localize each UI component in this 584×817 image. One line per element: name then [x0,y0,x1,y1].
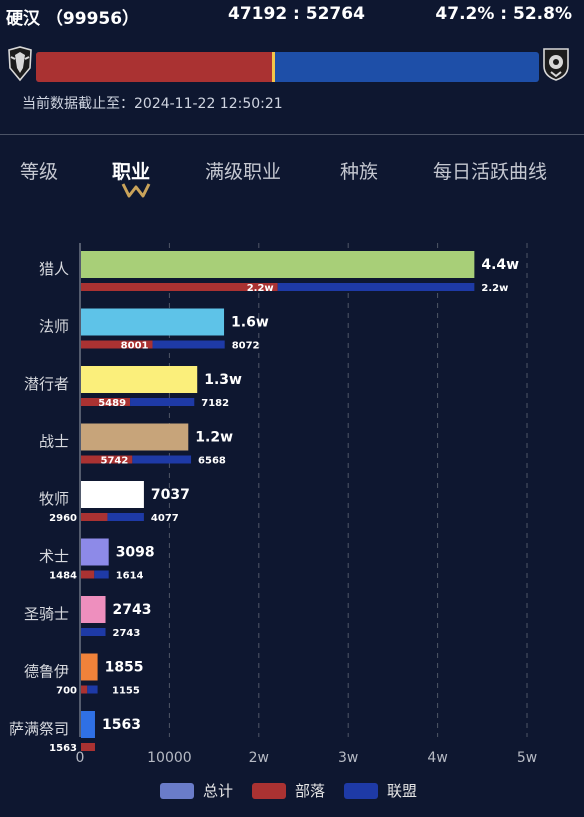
alliance-bar [81,628,106,636]
x-tick-label: 3w [338,750,358,766]
alliance-value-label: 2.2w [481,283,508,294]
horde-share-fill [36,52,273,82]
alliance-value-label: 1614 [116,571,144,582]
legend-label-alliance[interactable]: 联盟 [387,782,418,800]
data-cutoff-timestamp: 当前数据截止至：2024-11-22 12:50:21 [22,96,283,112]
category-label: 潜行者 [24,375,69,393]
total-bar [81,481,144,508]
category-label: 圣骑士 [24,605,69,623]
legend-swatch-horde[interactable] [252,783,286,799]
alliance-bar [132,455,192,464]
category-label: 术士 [39,548,69,566]
total-bar [81,308,225,336]
tab-daily-active-curve[interactable]: 每日活跃曲线 [433,161,548,183]
total-bar [81,423,189,451]
horde-value-label: 1484 [49,571,77,582]
category-label: 牧师 [39,490,69,508]
x-tick-label: 4w [427,750,447,766]
total-value-label: 4.4w [481,257,519,273]
total-bar [81,251,475,278]
server-name: 硬汉 （99956） [6,9,140,29]
alliance-lion-icon [543,48,569,81]
horde-value-label: 8001 [121,341,149,352]
x-tick-label: 2w [249,750,269,766]
alliance-value-label: 2743 [113,628,141,639]
ratio-divider [272,52,275,82]
category-label: 战士 [39,433,69,451]
horde-bar [81,455,133,464]
x-tick-label: 10000 [147,750,192,766]
total-bar [81,366,198,393]
alliance-value-label: 8072 [232,341,260,352]
legend-label-total[interactable]: 总计 [203,782,234,800]
total-bar [81,538,109,566]
total-value-label: 1563 [102,717,141,733]
x-tick-label: 0 [76,750,85,766]
total-value-label: 2743 [113,602,152,618]
horde-bar [81,283,278,291]
category-label: 德鲁伊 [24,663,69,681]
horde-value-label: 5742 [100,456,128,467]
alliance-bar [277,283,475,291]
horde-value-label: 700 [56,686,77,697]
legend-swatch-alliance[interactable] [344,783,378,799]
total-value-label: 3098 [116,545,155,561]
total-value-label: 1.6w [231,315,269,331]
tab-max-level-class[interactable]: 满级职业 [205,161,282,183]
header-divider [0,134,584,135]
alliance-value-label: 4077 [151,513,179,524]
horde-bar [81,340,153,349]
alliance-bar [107,513,144,521]
horde-bar [81,685,88,694]
horde-bar [81,570,95,579]
alliance-value-label: 1155 [112,686,140,697]
alliance-bar [152,340,225,349]
tab-race[interactable]: 种族 [340,161,379,183]
total-bar [81,711,95,738]
category-label: 萨满祭司 [9,720,69,738]
horde-bar [81,398,131,406]
alliance-bar [94,570,109,579]
horde-value-label: 5489 [98,398,126,409]
horde-value-label: 2.2w [247,283,274,294]
horde-value-label: 1563 [49,743,77,754]
w-chevron-icon [121,183,151,198]
alliance-value-label: 7182 [201,398,229,409]
category-label: 猎人 [39,260,69,278]
total-bar [81,653,98,681]
x-tick-label: 5w [517,750,537,766]
faction-ratio-bar [36,52,539,82]
total-value-label: 7037 [151,487,190,503]
legend-label-horde[interactable]: 部落 [295,782,326,800]
legend-swatch-total[interactable] [160,783,194,799]
horde-bar [81,743,95,751]
tab-level[interactable]: 等级 [20,161,59,183]
horde-value-label: 2960 [49,513,77,524]
faction-counts: 47192 : 52764 [228,4,365,24]
alliance-bar [130,398,195,406]
total-value-label: 1855 [105,660,144,676]
faction-percentages: 47.2% : 52.8% [435,4,572,24]
total-value-label: 1.3w [204,372,242,388]
tab-class[interactable]: 职业 [112,161,151,183]
alliance-bar [87,685,98,694]
category-label: 法师 [39,318,69,336]
horde-emblem-icon [8,46,32,82]
alliance-value-label: 6568 [198,456,226,467]
total-value-label: 1.2w [195,430,233,446]
horde-bar [81,513,108,521]
total-bar [81,596,106,623]
class-distribution-chart: 0 10000 2w 3w 4w 5w 猎人 4.4w 2.2w 2.2w 法师 1.6w 8001 80… [9,243,537,766]
